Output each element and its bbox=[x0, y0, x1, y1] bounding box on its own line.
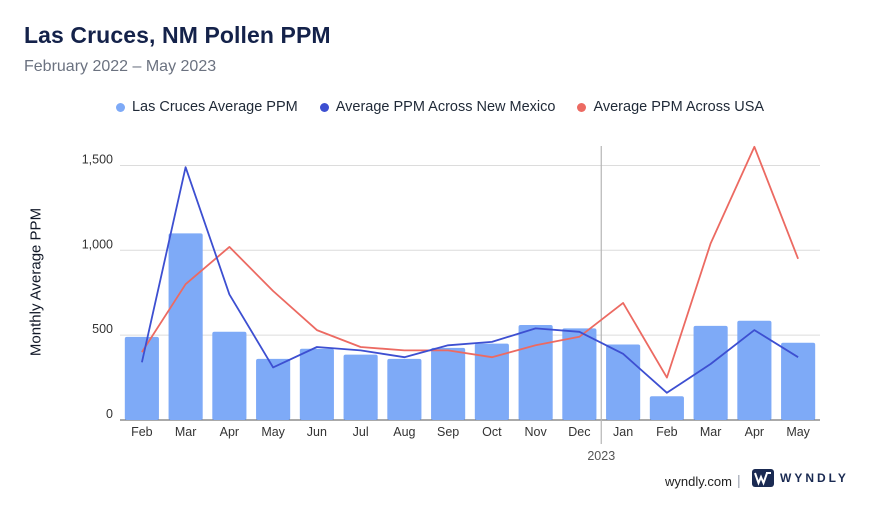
x-tick-label: Dec bbox=[568, 425, 590, 439]
bar bbox=[781, 342, 816, 420]
legend-item-usa: Average PPM Across USA bbox=[577, 99, 764, 115]
legend-item-new-mexico: Average PPM Across New Mexico bbox=[319, 99, 556, 115]
x-tick-label: Oct bbox=[482, 425, 502, 439]
bar bbox=[474, 343, 509, 420]
y-tick-label: 1,500 bbox=[82, 152, 113, 166]
bar bbox=[387, 358, 422, 420]
x-tick-label: Feb bbox=[131, 425, 153, 439]
bar bbox=[431, 347, 466, 420]
bar bbox=[562, 328, 597, 420]
bar bbox=[518, 324, 553, 420]
legend: Las Cruces Average PPM Average PPM Acros… bbox=[0, 99, 880, 115]
footer-site-link[interactable]: wyndly.com bbox=[665, 474, 732, 489]
x-tick-label: Jan bbox=[613, 425, 633, 439]
bar bbox=[168, 233, 203, 420]
chart-title: Las Cruces, NM Pollen PPM bbox=[24, 22, 331, 48]
legend-label-usa: Average PPM Across USA bbox=[593, 99, 765, 115]
x-tick-label: Sep bbox=[437, 425, 459, 439]
wyndly-logo-icon bbox=[752, 469, 774, 487]
x-tick-label: May bbox=[261, 425, 285, 439]
y-tick-label: 1,000 bbox=[82, 237, 113, 251]
x-tick-label: Nov bbox=[525, 425, 548, 439]
bar bbox=[256, 358, 291, 420]
legend-dot-new-mexico bbox=[319, 102, 329, 112]
legend-item-las-cruces: Las Cruces Average PPM bbox=[115, 99, 298, 115]
chart-subtitle: February 2022 – May 2023 bbox=[24, 58, 217, 75]
x-tick-label: May bbox=[786, 425, 810, 439]
bar bbox=[343, 354, 378, 420]
footer-brand: WYNDLY bbox=[780, 471, 849, 485]
bar bbox=[606, 344, 641, 420]
y-tick-label: 500 bbox=[92, 322, 113, 336]
bar bbox=[737, 320, 772, 420]
series-line bbox=[141, 145, 799, 379]
footer-logo: WYNDLY bbox=[752, 469, 849, 487]
x-tick-label: Apr bbox=[745, 425, 764, 439]
legend-label-new-mexico: Average PPM Across New Mexico bbox=[335, 99, 556, 115]
legend-dot-usa bbox=[577, 102, 587, 112]
y-tick-label: 0 bbox=[106, 407, 113, 421]
x-tick-label: Mar bbox=[175, 425, 197, 439]
bar bbox=[299, 348, 334, 420]
series-line bbox=[141, 166, 799, 394]
bar bbox=[124, 336, 159, 420]
x-tick-label: Apr bbox=[220, 425, 239, 439]
footer-separator: | bbox=[737, 472, 741, 488]
bar bbox=[649, 396, 684, 420]
year-divider-label: 2023 bbox=[587, 449, 615, 463]
x-tick-label: Aug bbox=[393, 425, 415, 439]
x-tick-label: Mar bbox=[700, 425, 722, 439]
legend-label-las-cruces: Las Cruces Average PPM bbox=[131, 99, 298, 115]
bar bbox=[212, 331, 247, 420]
x-tick-label: Feb bbox=[656, 425, 678, 439]
legend-dot-las-cruces bbox=[115, 102, 125, 112]
bar bbox=[693, 325, 728, 420]
x-tick-label: Jun bbox=[307, 425, 327, 439]
x-tick-label: Jul bbox=[353, 425, 369, 439]
